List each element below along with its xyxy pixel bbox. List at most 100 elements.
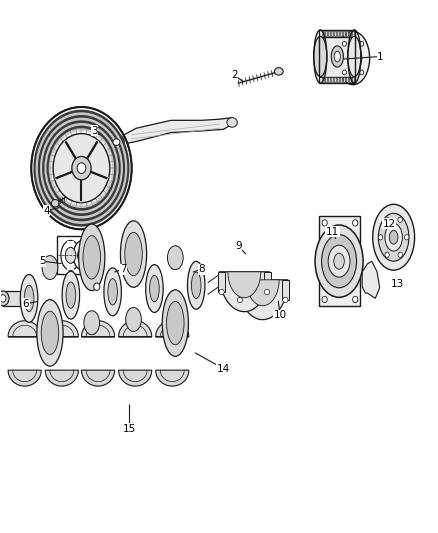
- Ellipse shape: [237, 297, 243, 303]
- Circle shape: [360, 42, 364, 46]
- Circle shape: [385, 217, 389, 222]
- Bar: [340, 31, 342, 36]
- Bar: [340, 77, 342, 82]
- Text: 3: 3: [91, 126, 98, 136]
- Ellipse shape: [73, 240, 92, 270]
- Ellipse shape: [344, 44, 362, 72]
- Ellipse shape: [113, 139, 120, 146]
- Circle shape: [378, 235, 383, 240]
- Ellipse shape: [334, 51, 340, 62]
- Ellipse shape: [336, 31, 370, 85]
- Polygon shape: [246, 280, 279, 305]
- Polygon shape: [81, 321, 115, 337]
- Ellipse shape: [51, 199, 59, 207]
- Ellipse shape: [120, 221, 147, 287]
- Ellipse shape: [146, 265, 163, 312]
- Ellipse shape: [44, 123, 119, 213]
- Text: 13: 13: [391, 279, 404, 288]
- Bar: [337, 31, 339, 36]
- Ellipse shape: [61, 240, 80, 270]
- Ellipse shape: [334, 253, 344, 269]
- Ellipse shape: [283, 297, 288, 303]
- Bar: [331, 31, 333, 36]
- Text: 12: 12: [383, 219, 396, 229]
- Text: 7: 7: [120, 264, 126, 274]
- Ellipse shape: [265, 289, 270, 295]
- Ellipse shape: [20, 274, 38, 322]
- Ellipse shape: [42, 255, 58, 279]
- Bar: [343, 31, 345, 36]
- Circle shape: [385, 252, 389, 257]
- Ellipse shape: [109, 134, 124, 150]
- Bar: [321, 31, 324, 36]
- Polygon shape: [119, 370, 152, 386]
- Ellipse shape: [373, 204, 415, 270]
- Ellipse shape: [38, 115, 125, 221]
- Circle shape: [322, 220, 327, 226]
- Ellipse shape: [83, 236, 100, 279]
- Bar: [282, 280, 289, 300]
- Ellipse shape: [315, 225, 363, 297]
- Bar: [237, 280, 244, 300]
- Bar: [318, 216, 360, 306]
- Bar: [264, 272, 271, 292]
- Ellipse shape: [191, 272, 201, 298]
- Circle shape: [322, 296, 327, 303]
- Ellipse shape: [219, 289, 224, 295]
- Polygon shape: [155, 321, 189, 337]
- Ellipse shape: [84, 311, 99, 335]
- Text: 1: 1: [377, 52, 384, 61]
- Bar: [331, 77, 333, 82]
- Text: 11: 11: [326, 227, 339, 237]
- Circle shape: [353, 220, 358, 226]
- Ellipse shape: [0, 295, 6, 302]
- Ellipse shape: [33, 110, 130, 227]
- Ellipse shape: [79, 224, 105, 290]
- Circle shape: [360, 70, 364, 75]
- Bar: [349, 77, 351, 82]
- Bar: [321, 77, 324, 82]
- Ellipse shape: [37, 300, 63, 366]
- Text: 15: 15: [123, 424, 136, 434]
- Bar: [334, 77, 336, 82]
- Text: 10: 10: [274, 310, 287, 320]
- Ellipse shape: [51, 131, 112, 205]
- Bar: [352, 77, 354, 82]
- Polygon shape: [237, 280, 288, 320]
- Ellipse shape: [31, 107, 132, 229]
- Polygon shape: [219, 272, 270, 312]
- Ellipse shape: [126, 308, 141, 332]
- Polygon shape: [228, 272, 261, 298]
- Ellipse shape: [166, 301, 184, 345]
- Ellipse shape: [150, 276, 159, 302]
- Polygon shape: [81, 370, 115, 386]
- Text: 4: 4: [43, 206, 50, 216]
- Text: 2: 2: [231, 70, 237, 80]
- Ellipse shape: [0, 291, 9, 306]
- Ellipse shape: [108, 279, 117, 305]
- Ellipse shape: [321, 235, 357, 288]
- Ellipse shape: [348, 36, 361, 77]
- Bar: [325, 77, 327, 82]
- Ellipse shape: [72, 157, 91, 180]
- Ellipse shape: [227, 118, 237, 127]
- Ellipse shape: [378, 213, 409, 261]
- Ellipse shape: [77, 163, 86, 173]
- Ellipse shape: [104, 268, 121, 316]
- Ellipse shape: [53, 134, 110, 203]
- Bar: [352, 31, 354, 36]
- Ellipse shape: [125, 232, 142, 276]
- Bar: [337, 77, 339, 82]
- Ellipse shape: [314, 36, 327, 77]
- Bar: [349, 31, 351, 36]
- Ellipse shape: [66, 282, 76, 308]
- Bar: [325, 31, 327, 36]
- Text: 14: 14: [217, 364, 230, 374]
- Bar: [320, 37, 354, 77]
- Polygon shape: [155, 370, 189, 386]
- Ellipse shape: [40, 118, 123, 219]
- Ellipse shape: [275, 68, 283, 75]
- Bar: [218, 272, 225, 292]
- Bar: [319, 30, 355, 83]
- Ellipse shape: [162, 290, 188, 357]
